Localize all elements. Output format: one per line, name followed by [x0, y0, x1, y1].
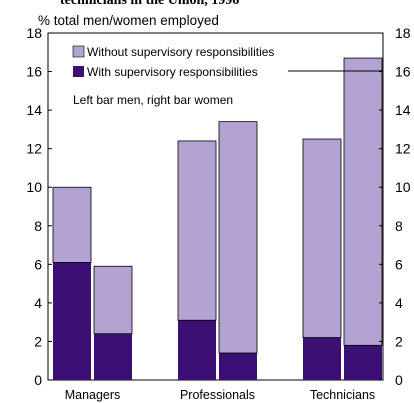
legend-swatch-without-supervisory: [72, 45, 85, 58]
y-tick-label-left: 4: [34, 295, 42, 311]
bar-technicians-men-with-supervisory: [303, 337, 341, 380]
y-axis-label: % total men/women employed: [38, 13, 219, 28]
y-tick-label-right: 4: [395, 295, 403, 311]
right-axis-ticks: 0 2 4 6 8 10 12 14 16 18: [379, 25, 411, 388]
legend-background: [68, 39, 288, 119]
category-label-professionals: Professionals: [180, 388, 255, 402]
y-tick-label-right: 10: [395, 179, 411, 195]
category-label-managers: Managers: [65, 388, 121, 402]
bar-managers-women-with-supervisory: [94, 333, 132, 380]
bar-professionals-women-with-supervisory: [219, 353, 257, 380]
bar-technicians-women-with-supervisory: [344, 345, 382, 380]
y-tick-label-right: 8: [395, 218, 403, 234]
bar-technicians-women-without-supervisory: [343, 57, 383, 346]
bar-managers-men-with-supervisory: [53, 262, 91, 380]
y-tick-label-left: 10: [26, 179, 42, 195]
bar-professionals-men-without-supervisory: [177, 140, 217, 321]
y-tick-label-right: 12: [395, 141, 411, 157]
y-tick-label-left: 8: [34, 218, 42, 234]
y-tick-label-right: 2: [395, 333, 403, 349]
y-tick-label-left: 6: [34, 256, 42, 272]
y-tick-label-left: 16: [26, 64, 42, 80]
legend-swatch-with-supervisory: [73, 66, 84, 77]
y-tick-label-left: 12: [26, 141, 42, 157]
y-tick-label-right: 14: [395, 102, 411, 118]
bars-group: [52, 57, 383, 380]
y-tick-label-right: 6: [395, 256, 403, 272]
category-label-technicians: Technicians: [310, 388, 375, 402]
y-tick-label-left: 14: [26, 102, 42, 118]
chart-title: technicians in the Union, 1996: [60, 0, 239, 8]
legend-label-without-supervisory: Without supervisory responsibilities: [87, 45, 274, 59]
bar-order-note: Left bar men, right bar women: [73, 93, 233, 107]
y-tick-label-left: 18: [26, 25, 42, 41]
y-tick-label-right: 0: [395, 372, 403, 388]
bar-professionals-women-without-supervisory: [218, 121, 258, 354]
category-labels: Managers Professionals Technicians: [65, 388, 375, 402]
legend-label-with-supervisory: With supervisory responsibilities: [87, 65, 258, 79]
legend: Without supervisory responsibilities Wit…: [68, 39, 383, 119]
bar-technicians-men-without-supervisory: [302, 138, 342, 338]
y-tick-label-right: 18: [395, 25, 411, 41]
y-tick-label-right: 16: [395, 64, 411, 80]
bar-managers-women-without-supervisory: [93, 265, 133, 335]
left-axis-ticks: 0 2 4 6 8 10 12 14 16 18: [26, 25, 52, 388]
y-tick-label-left: 2: [34, 333, 42, 349]
bar-managers-men-without-supervisory: [52, 186, 92, 263]
y-tick-label-left: 0: [34, 372, 42, 388]
bar-professionals-men-with-supervisory: [178, 320, 216, 380]
